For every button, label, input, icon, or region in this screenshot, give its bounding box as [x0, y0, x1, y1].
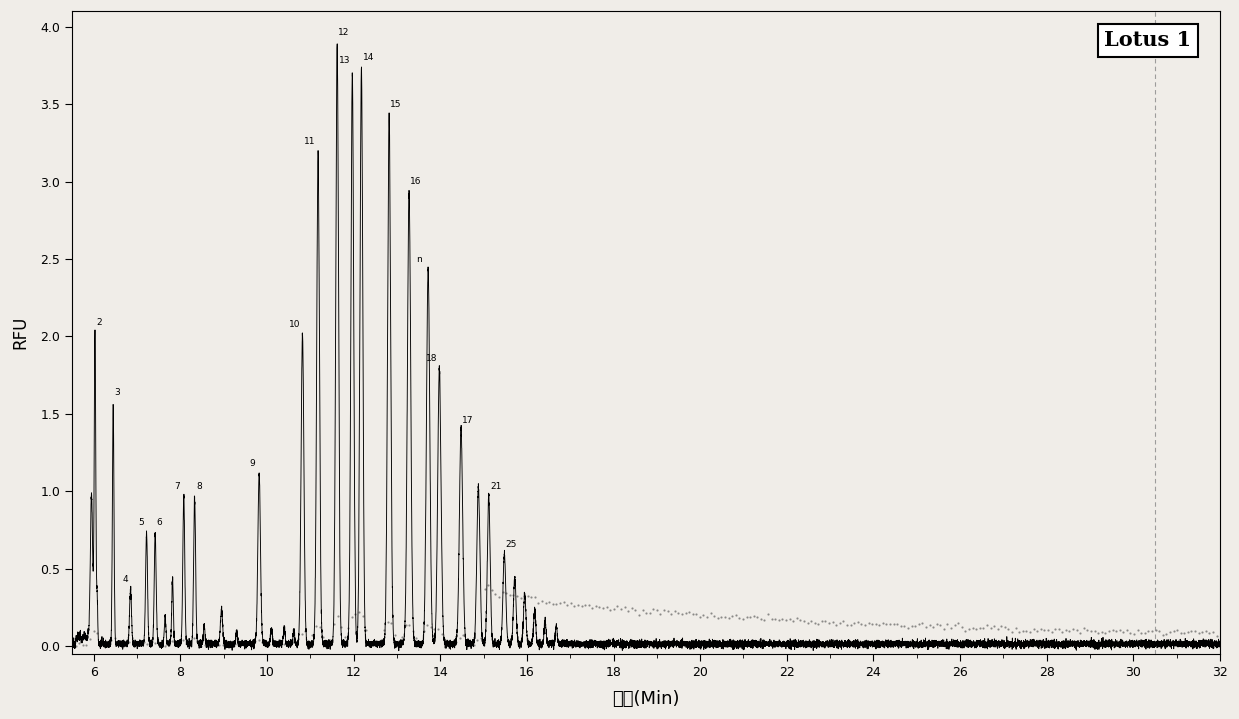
Text: 14: 14	[363, 53, 374, 63]
Text: 13: 13	[339, 56, 351, 65]
Text: 3: 3	[114, 388, 120, 397]
Text: 7: 7	[175, 482, 180, 491]
Text: 2: 2	[97, 318, 102, 327]
Y-axis label: RFU: RFU	[11, 316, 28, 349]
Text: 21: 21	[491, 482, 502, 491]
X-axis label: 时间(Min): 时间(Min)	[612, 690, 680, 708]
Text: 18: 18	[426, 354, 437, 363]
Text: n: n	[416, 255, 421, 264]
Text: Lotus 1: Lotus 1	[1104, 30, 1192, 50]
Text: 15: 15	[390, 100, 401, 109]
Text: 8: 8	[196, 482, 202, 491]
Text: 11: 11	[305, 137, 316, 146]
Text: 25: 25	[506, 540, 517, 549]
Text: 6: 6	[156, 518, 162, 527]
Text: 16: 16	[410, 177, 421, 186]
Text: 4: 4	[123, 575, 129, 585]
Text: 9: 9	[249, 459, 255, 468]
Text: 5: 5	[139, 518, 145, 527]
Text: 10: 10	[289, 320, 300, 329]
Text: 17: 17	[462, 416, 473, 425]
Text: 12: 12	[338, 29, 349, 37]
